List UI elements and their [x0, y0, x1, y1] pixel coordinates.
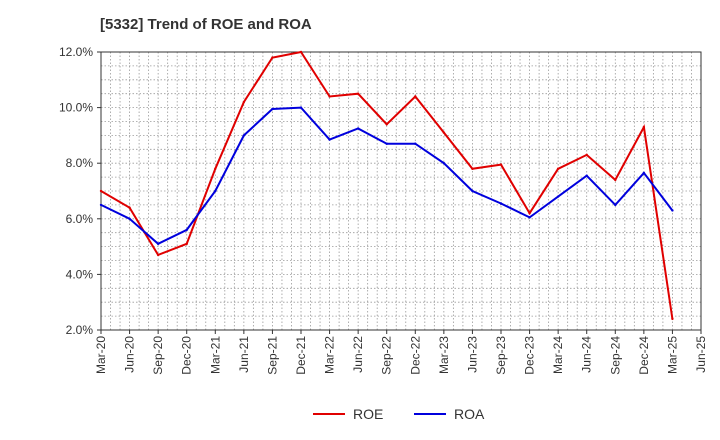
- roe-point: [642, 125, 646, 129]
- x-tick-label: Sep-23: [494, 336, 508, 375]
- roa-point: [128, 217, 131, 220]
- roe-point: [185, 242, 188, 246]
- roa-point: [642, 171, 646, 175]
- roe-point: [356, 92, 360, 95]
- chart-title: [5332] Trend of ROE and ROA: [100, 16, 312, 33]
- roa-point: [671, 209, 674, 212]
- roe-point: [442, 131, 446, 134]
- x-tick-label: Jun-20: [123, 336, 137, 373]
- roa-point: [185, 228, 188, 232]
- x-tick-label: Jun-23: [465, 336, 479, 373]
- roe-point: [271, 56, 274, 59]
- roe-point: [242, 100, 246, 104]
- roa-point: [214, 189, 217, 193]
- roe-point: [414, 95, 417, 98]
- x-tick-label: Mar-24: [551, 336, 565, 374]
- roe-point: [614, 178, 617, 182]
- x-tick-label: Sep-22: [380, 336, 394, 375]
- roe-point: [585, 153, 588, 157]
- x-tick-label: Dec-23: [523, 336, 537, 375]
- roa-point: [585, 174, 588, 177]
- roa-point: [414, 142, 417, 145]
- roa-point: [328, 138, 331, 141]
- x-tick-label: Mar-23: [437, 336, 451, 374]
- roa-legend-label: ROA: [454, 406, 485, 422]
- x-tick-label: Mar-22: [323, 336, 337, 374]
- roe-point: [499, 163, 503, 166]
- x-tick-label: Mar-20: [94, 336, 108, 374]
- roa-point: [385, 142, 388, 145]
- roe-point: [99, 189, 103, 193]
- y-tick-label: 4.0%: [66, 267, 94, 281]
- roa-point: [271, 107, 274, 111]
- y-tick-label: 8.0%: [66, 156, 94, 170]
- roa-point: [99, 203, 103, 207]
- roa-point: [156, 242, 160, 246]
- y-tick-label: 2.0%: [66, 323, 94, 337]
- roe-point: [556, 167, 560, 170]
- x-tick-label: Sep-24: [608, 336, 622, 375]
- x-tick-label: Dec-24: [637, 336, 651, 375]
- roe-point: [214, 167, 217, 170]
- roe-point: [385, 123, 388, 126]
- x-tick-label: Sep-20: [151, 336, 165, 375]
- roa-point: [614, 203, 617, 207]
- x-tick-label: Jun-24: [580, 336, 594, 373]
- y-tick-label: 6.0%: [66, 212, 94, 226]
- roa-point: [528, 216, 531, 219]
- roe-point: [299, 50, 303, 54]
- roe-point: [328, 95, 331, 98]
- roa-point: [471, 189, 474, 193]
- roe-point: [528, 212, 531, 215]
- x-tick-label: Dec-21: [294, 336, 308, 375]
- y-tick-label: 10.0%: [59, 101, 93, 115]
- roe-point: [671, 317, 674, 321]
- x-tick-label: Jun-21: [237, 336, 251, 373]
- roa-point: [556, 195, 560, 198]
- x-tick-label: Dec-20: [180, 336, 194, 375]
- roa-point: [499, 202, 503, 205]
- x-tick-label: Mar-21: [208, 336, 222, 374]
- x-tick-label: Jun-22: [351, 336, 365, 373]
- roa-point: [442, 162, 446, 165]
- roa-point: [356, 127, 360, 130]
- roe-legend-label: ROE: [353, 406, 383, 422]
- x-tick-label: Jun-25: [694, 336, 708, 373]
- x-tick-label: Dec-22: [408, 336, 422, 375]
- x-tick-label: Sep-21: [265, 336, 279, 375]
- roa-point: [299, 106, 303, 109]
- x-tick-label: Mar-25: [665, 336, 679, 374]
- roe-point: [471, 167, 474, 170]
- plot-frame: [100, 51, 702, 331]
- roe-point: [128, 206, 131, 209]
- roe-point: [156, 253, 160, 257]
- y-tick-label: 12.0%: [59, 45, 93, 59]
- roa-point: [242, 134, 246, 137]
